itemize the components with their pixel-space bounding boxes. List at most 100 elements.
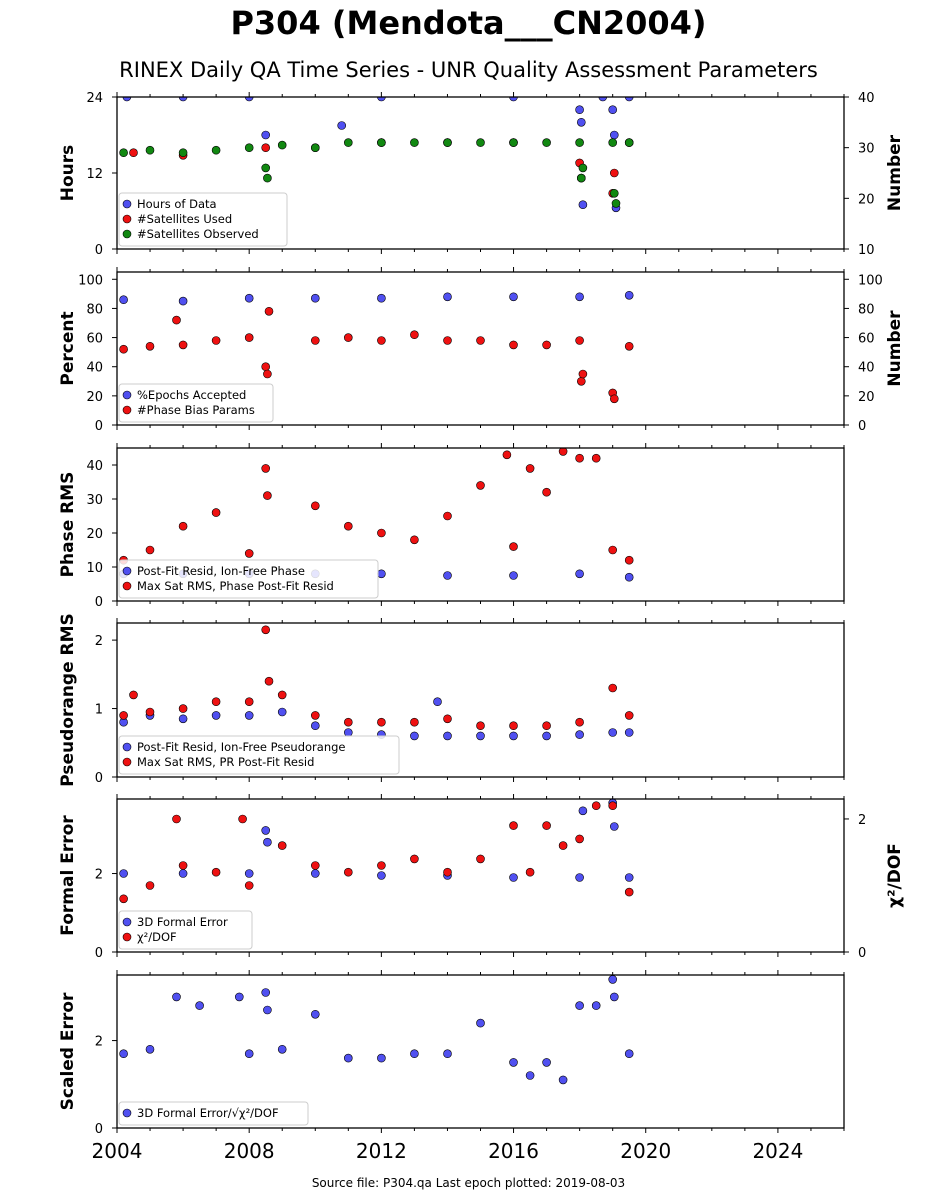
data-point — [509, 340, 518, 350]
y-tick-label: 30 — [86, 493, 103, 508]
legend-marker — [122, 390, 132, 400]
data-point — [244, 333, 254, 342]
data-point — [575, 336, 584, 345]
data-point — [433, 697, 442, 707]
data-point — [343, 728, 353, 737]
data-point — [119, 295, 128, 305]
data-point — [575, 1001, 584, 1010]
y2-tick-label: 0 — [858, 419, 866, 434]
y2-tick-label: 60 — [858, 332, 875, 347]
data-point — [608, 683, 618, 693]
data-point — [119, 344, 128, 354]
legend-marker — [122, 917, 132, 927]
panel-3: 0 10 20 30 40 Phase RMS Post-Fit Resid, Ion-Fr… — [58, 443, 845, 610]
data-point — [575, 730, 584, 739]
y-tick-label: 20 — [86, 527, 103, 542]
y-axis-label: Percent — [58, 311, 78, 385]
data-point — [624, 341, 634, 351]
data-point — [211, 867, 221, 877]
data-point — [575, 292, 584, 302]
data-point — [509, 721, 518, 731]
x-tick-label: 2024 — [752, 1139, 803, 1163]
series-3 — [119, 138, 634, 208]
y-tick-label: 24 — [86, 91, 103, 106]
data-point — [578, 806, 588, 816]
data-point — [145, 341, 155, 351]
data-point — [377, 138, 386, 147]
data-point — [578, 200, 588, 209]
series-1 — [119, 290, 634, 306]
data-point — [178, 148, 188, 157]
data-point — [244, 881, 254, 890]
data-point — [576, 173, 586, 183]
data-point — [377, 336, 386, 345]
data-point — [119, 148, 128, 157]
data-point — [122, 97, 132, 102]
y2-tick-label: 30 — [858, 142, 875, 157]
data-point — [624, 572, 634, 582]
data-point — [476, 1018, 485, 1028]
data-point — [443, 138, 452, 147]
data-point — [443, 511, 452, 521]
y-tick-label: 2 — [95, 634, 103, 649]
data-point — [410, 1049, 419, 1058]
data-point — [542, 138, 551, 147]
data-point — [608, 105, 618, 114]
data-point — [337, 121, 347, 130]
data-point — [509, 292, 518, 302]
y2-tick-label: 20 — [858, 390, 875, 405]
markers-6 — [119, 975, 634, 1085]
data-point — [277, 690, 287, 700]
data-point — [591, 453, 601, 463]
data-point — [476, 336, 485, 345]
data-point — [476, 731, 485, 741]
legend-label: Post-Fit Resid, Ion-Free Phase — [137, 564, 305, 578]
data-point — [145, 545, 155, 555]
y-axis-label: Pseudorange RMS — [58, 613, 78, 787]
markers-5 — [119, 799, 634, 904]
legend-marker — [122, 742, 132, 752]
data-point — [263, 369, 272, 379]
data-point — [261, 464, 271, 473]
data-point — [443, 1049, 452, 1058]
data-point — [263, 491, 272, 500]
data-point — [443, 731, 452, 741]
legend-box — [118, 1101, 309, 1126]
data-point — [608, 801, 618, 811]
data-point — [542, 487, 551, 497]
legend-box — [118, 910, 253, 950]
data-point — [172, 814, 181, 824]
data-point — [310, 336, 320, 345]
data-point — [410, 138, 419, 147]
legend-label: Max Sat RMS, Phase Post-Fit Resid — [137, 579, 334, 593]
legend-marker — [122, 214, 132, 224]
legend-label: #Satellites Used — [137, 212, 232, 226]
data-point — [443, 571, 452, 580]
data-point — [624, 873, 634, 882]
data-point — [377, 1053, 386, 1063]
data-point — [624, 290, 634, 300]
data-point — [578, 163, 588, 173]
data-point — [119, 711, 128, 720]
data-point — [211, 711, 221, 720]
data-point — [244, 1049, 254, 1058]
data-point — [609, 168, 619, 178]
markers-1 — [119, 97, 634, 213]
y-tick-label: 1 — [95, 703, 103, 718]
data-point — [377, 569, 386, 579]
data-point — [178, 869, 188, 878]
data-point — [624, 711, 634, 720]
data-point — [377, 871, 386, 880]
data-point — [119, 869, 128, 878]
data-point — [377, 861, 386, 870]
data-point — [178, 340, 188, 350]
data-point — [410, 535, 419, 545]
data-point — [509, 821, 518, 830]
y2-tick-label: 100 — [858, 273, 883, 288]
data-point — [575, 873, 584, 882]
y-tick-label: 2 — [95, 868, 103, 883]
series-2 — [119, 625, 634, 731]
y-tick-label: 0 — [95, 1122, 103, 1137]
